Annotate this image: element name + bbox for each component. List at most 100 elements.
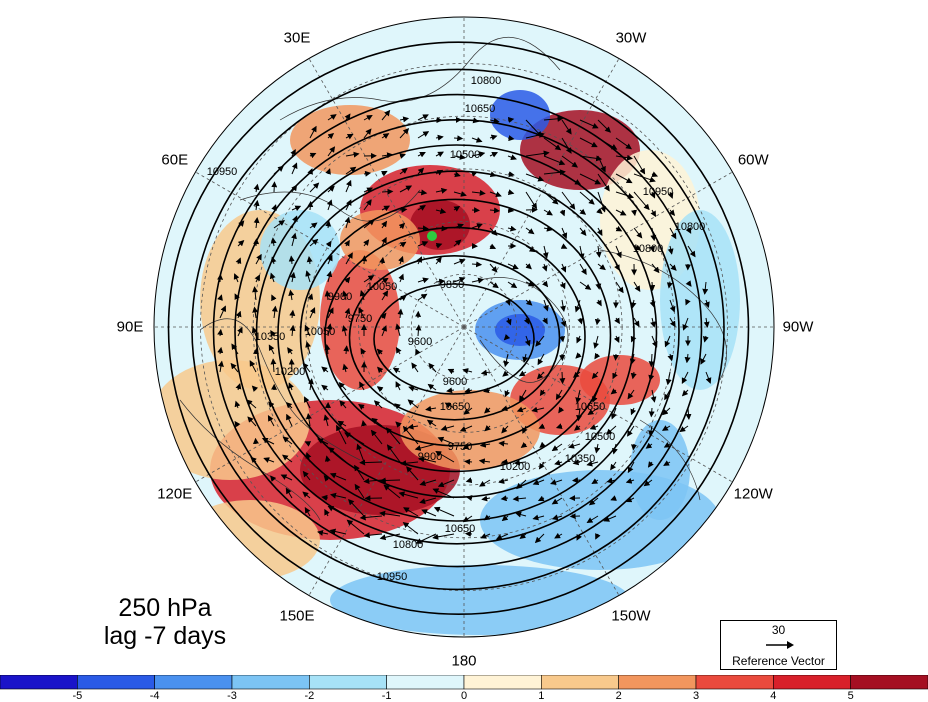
wind-vector [327, 185, 335, 193]
colorbar-tick-label: -5 [72, 690, 83, 702]
wind-vector [484, 407, 491, 414]
wind-vector [603, 515, 617, 522]
wind-vector [381, 133, 390, 139]
wind-vector [532, 514, 545, 521]
wind-vector [395, 381, 401, 391]
wind-vector [363, 115, 373, 121]
wind-vector [326, 323, 333, 337]
wind-vector [705, 371, 712, 384]
wind-vector [373, 400, 383, 409]
wind-vector [559, 371, 566, 385]
wind-vector [507, 207, 515, 214]
wind-vector [593, 335, 599, 349]
colorbar [0, 675, 928, 690]
wind-vector [345, 133, 354, 140]
wind-vector [481, 495, 491, 502]
wind-vector [504, 389, 511, 398]
wind-vector [253, 183, 260, 193]
wind-vector [516, 479, 527, 490]
wind-vector [289, 324, 296, 337]
wind-vector [270, 475, 277, 482]
wind-vector [309, 182, 320, 193]
wind-vector [271, 181, 278, 193]
wind-vector [633, 227, 643, 239]
wind-vector [507, 171, 515, 178]
wind-vector [302, 362, 311, 373]
contour-label: 10050 [367, 281, 398, 293]
wind-vector [398, 222, 406, 230]
wind-vector [435, 187, 448, 194]
longitude-label: 120W [733, 485, 773, 503]
wind-vector [555, 389, 563, 401]
wind-vector [309, 238, 319, 247]
wind-vector [550, 479, 563, 485]
colorbar-tick-label: -4 [149, 690, 160, 702]
wind-vector [685, 227, 692, 234]
wind-vector [309, 222, 318, 229]
wind-vector [525, 245, 536, 253]
wind-vector [288, 382, 294, 391]
wind-vector [444, 402, 455, 409]
wind-vector [559, 209, 566, 217]
wind-vector [417, 131, 430, 139]
wind-vector [525, 280, 535, 287]
wind-vector [380, 312, 387, 320]
wind-vector [649, 191, 656, 199]
wind-vector [291, 162, 298, 175]
wind-vector [447, 368, 455, 375]
wind-vector [271, 204, 277, 211]
wind-vector [559, 281, 566, 290]
wind-vector [462, 515, 473, 523]
contour-label: 10500 [585, 431, 616, 443]
wind-vector [361, 420, 367, 427]
contour-label: 9850 [440, 279, 464, 291]
wind-vector [579, 137, 598, 148]
wind-vector [576, 533, 582, 541]
wind-vector [363, 128, 372, 139]
wind-vector [525, 263, 532, 270]
wind-vector [543, 299, 549, 312]
wind-vector [615, 245, 622, 259]
wind-vector [417, 114, 429, 121]
wind-vector [417, 225, 429, 232]
wind-vector [500, 495, 509, 502]
colorbar-swatch [77, 675, 155, 690]
wind-vector [307, 293, 314, 301]
contour-label: 10950 [643, 186, 674, 198]
wind-vector [643, 479, 653, 487]
wind-vector [417, 167, 425, 175]
wind-vector [252, 437, 259, 445]
wind-vector [502, 370, 509, 377]
wind-vector [237, 220, 245, 229]
wind-vector [629, 353, 636, 365]
longitude-label: 60E [161, 151, 189, 169]
wind-vector [381, 220, 388, 229]
wind-vector [610, 495, 617, 501]
wind-vector [417, 189, 428, 196]
wind-vector [610, 388, 618, 395]
wind-vector [645, 442, 653, 449]
wind-vector [359, 459, 383, 466]
wind-vector [630, 299, 637, 309]
wind-vector [702, 281, 709, 295]
wind-vector [523, 317, 530, 325]
wind-vectors [217, 109, 712, 544]
wind-vector [501, 425, 509, 434]
colorbar-swatch [231, 675, 310, 690]
wind-vector [554, 532, 563, 539]
wind-vector [495, 533, 509, 540]
wind-vector [252, 286, 259, 301]
wind-vector [345, 151, 360, 158]
wind-vector [291, 205, 302, 212]
wind-vector [507, 263, 519, 270]
wind-vector [592, 389, 599, 403]
colorbar-swatch [773, 675, 851, 690]
wind-vector [419, 497, 437, 505]
wind-vector [551, 443, 563, 452]
wind-vector [380, 170, 388, 177]
wind-vector [489, 227, 498, 236]
wind-vector [379, 256, 386, 265]
wind-vector [489, 243, 497, 250]
wind-vector [329, 472, 347, 481]
wind-vector [633, 281, 641, 292]
